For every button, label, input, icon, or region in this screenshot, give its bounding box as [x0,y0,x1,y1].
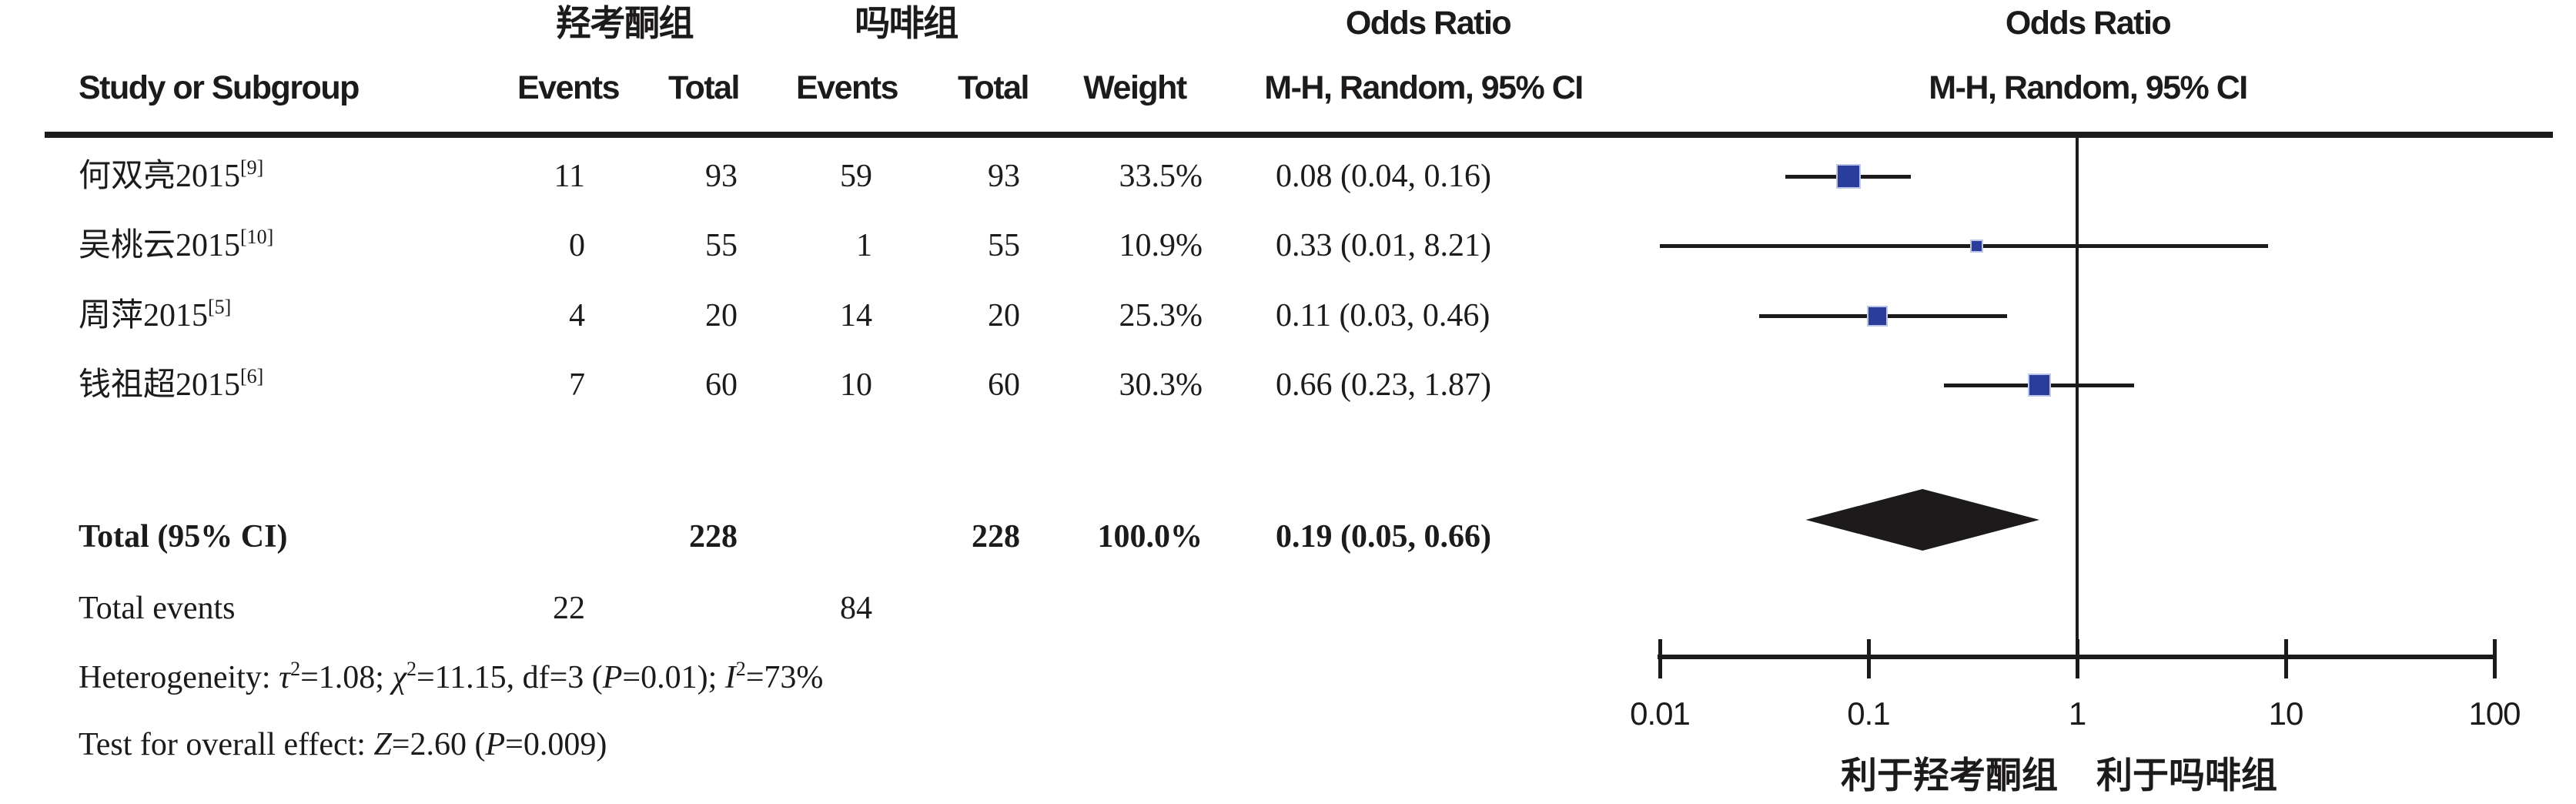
events2-column-header: Events [795,69,899,106]
weight-value: 25.3% [1119,298,1203,333]
favors-right-label: 利于吗啡组 [2096,755,2277,796]
heterogeneity-stats: Heterogeneity: τ2=1.08; χ2=11.15, df=3 (… [79,658,824,696]
table-row: 钱祖超2015[6] 7 60 10 60 30.3% 0.66 (0.23, … [0,361,2576,409]
total-label: Total (95% CI) [79,519,288,554]
weight-column-header: Weight [1083,69,1187,106]
total2-value: 55 [988,228,1020,263]
events1-column-header: Events [517,69,621,106]
total-events2-value: 84 [840,591,872,626]
study-label: 钱祖超2015[6] [79,365,264,404]
events1-value: 4 [569,298,585,333]
ci-line [1660,243,2268,248]
axis-tick [2075,639,2079,678]
reference-superscript: [10] [240,226,274,248]
reference-superscript: [5] [208,296,232,318]
events2-value: 1 [856,228,872,263]
header-divider-line [45,132,2553,138]
table-row: 何双亮2015[9] 11 93 59 93 33.5% 0.08 (0.04,… [0,152,2576,200]
or-marker [1970,239,1984,253]
control-group-header: 吗啡组 [855,3,958,43]
study-column-header: Study or Subgroup [79,69,360,106]
events2-value: 10 [840,367,872,403]
or-ci-value: 0.33 (0.01, 8.21) [1276,228,1491,263]
weight-value: 10.9% [1119,228,1203,263]
total-events-row: Total events 22 84 [0,585,2576,632]
weight-value: 33.5% [1119,159,1203,194]
study-label: 何双亮2015[9] [79,156,264,195]
events1-value: 0 [569,228,585,263]
total2-value: 93 [988,159,1020,194]
axis-tick [1658,639,1662,678]
axis-tick-label: 100 [2468,695,2521,732]
table-row: 吴桃云2015[10] 0 55 1 55 10.9% 0.33 (0.01, … [0,222,2576,270]
weight-value: 30.3% [1119,367,1203,403]
study-label: 周萍2015[5] [79,296,232,334]
reference-superscript: [6] [240,365,264,387]
total1-value: 20 [705,298,738,333]
or-ci-value: 0.08 (0.04, 0.16) [1276,159,1491,194]
experimental-group-header: 羟考酮组 [556,3,694,43]
axis-tick [2283,639,2288,678]
or-marker [1835,164,1861,189]
null-effect-line [2076,136,2079,678]
events1-value: 11 [554,159,585,194]
axis-tick-label: 10 [2268,695,2304,732]
events2-value: 14 [840,298,872,333]
total2-value: 60 [988,367,1020,403]
total2-value: 20 [988,298,1020,333]
axis-tick [2492,639,2497,678]
total1-column-header: Total [667,69,741,106]
reference-superscript: [9] [240,156,264,179]
or-ci-value: 0.66 (0.23, 1.87) [1276,367,1491,403]
odds-ratio-header-left: Odds Ratio [1345,5,1512,42]
total2-column-header: Total [957,69,1030,106]
study-label: 吴桃云2015[10] [79,226,274,264]
total-events1-value: 22 [553,591,585,626]
total-events-label: Total events [79,591,236,626]
total2-sum-value: 228 [972,519,1020,554]
table-row: 周萍2015[5] 4 20 14 20 25.3% 0.11 (0.03, 0… [0,292,2576,340]
total-or-ci-value: 0.19 (0.05, 0.66) [1276,519,1491,554]
total1-value: 55 [705,228,738,263]
events2-value: 59 [840,159,872,194]
total1-value: 93 [705,159,738,194]
odds-ratio-header-right: Odds Ratio [2005,5,2172,42]
mh-ci-column-header-right: M-H, Random, 95% CI [1929,69,2248,106]
or-marker [2028,374,2052,397]
or-ci-value: 0.11 (0.03, 0.46) [1276,298,1490,333]
weight-sum-value: 100.0% [1097,519,1203,554]
axis-tick-label: 0.01 [1630,695,1691,732]
total1-value: 60 [705,367,738,403]
axis-tick [1866,639,1871,678]
favors-left-label: 利于羟考酮组 [1841,755,2058,796]
total-row: Total (95% CI) 228 228 100.0% 0.19 (0.05… [0,513,2576,561]
total1-sum-value: 228 [689,519,738,554]
overall-effect-stats: Test for overall effect: Z=2.60 (P=0.009… [79,727,607,762]
axis-tick-label: 0.1 [1847,695,1890,732]
mh-ci-column-header-left: M-H, Random, 95% CI [1264,69,1584,106]
or-marker [1866,305,1888,327]
axis-tick-label: 1 [2068,695,2086,732]
events1-value: 7 [569,367,585,403]
